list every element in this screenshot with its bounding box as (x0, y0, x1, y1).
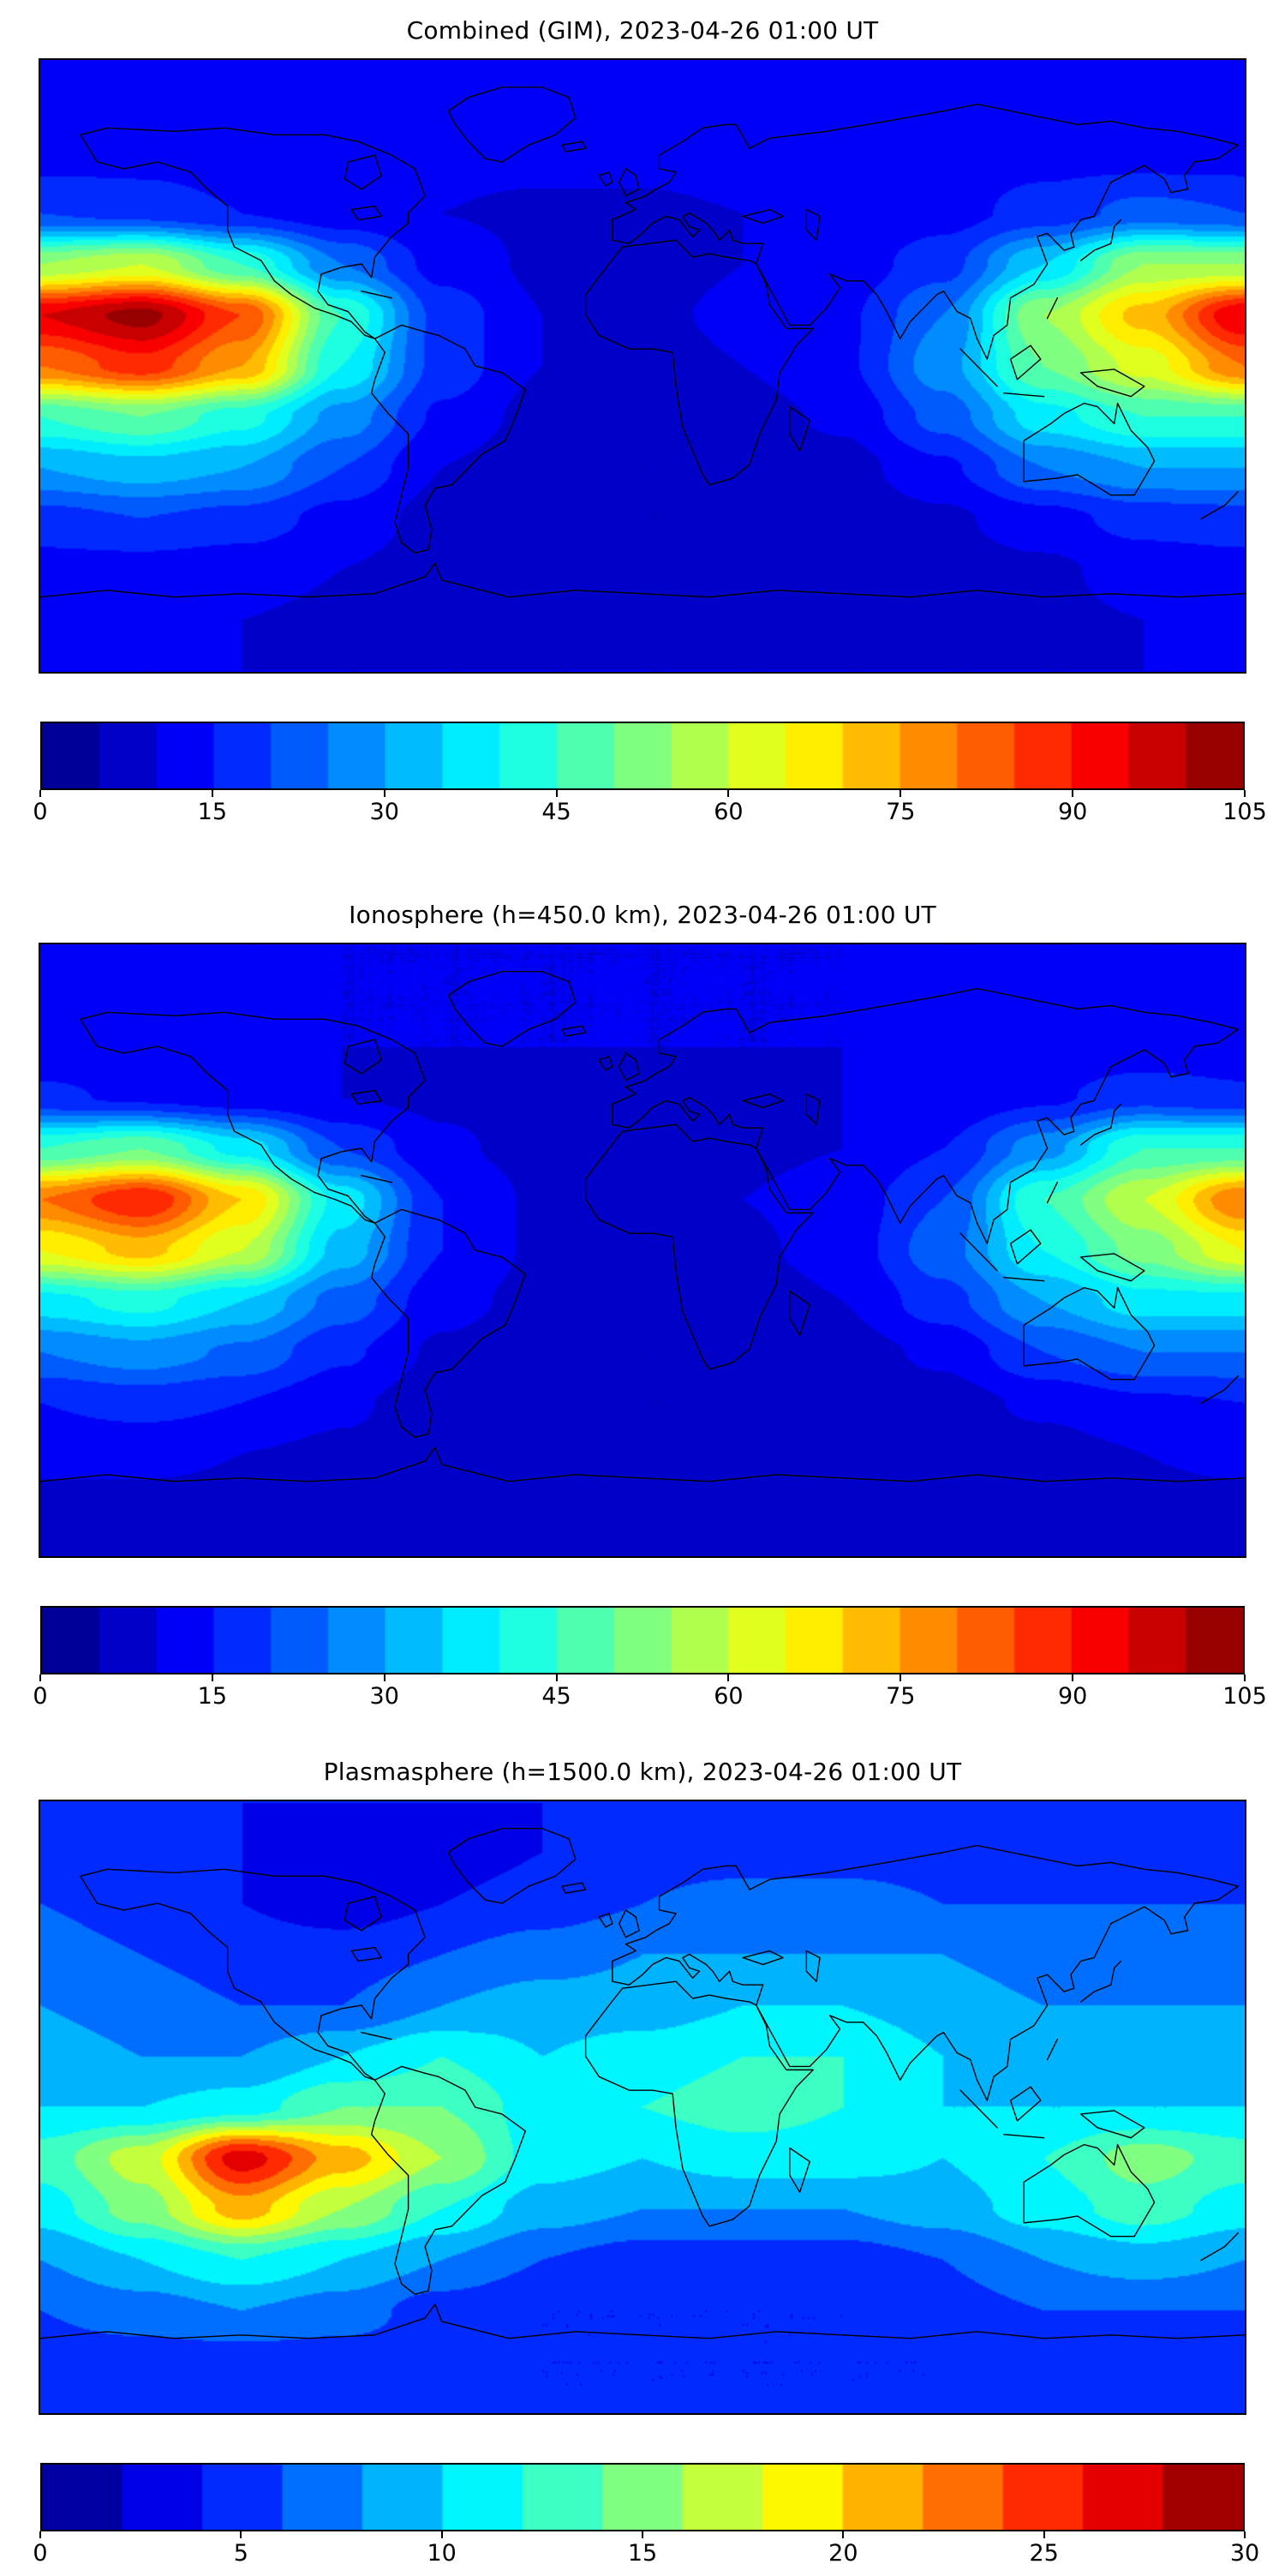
colorbar-plasmasphere (40, 2463, 1245, 2531)
colorbar-tickmark (1043, 2531, 1045, 2538)
colorbar-tickmark (1072, 790, 1074, 797)
colorbar-tickmark (727, 790, 730, 797)
colorbar-wrap-plasmasphere: 0 5 10 15 20 25 30 (33, 2463, 1259, 2576)
colorbar-ticks-combined: 0 15 30 45 60 75 90 105 (33, 790, 1267, 835)
colorbar-tick-label: 10 (427, 2540, 457, 2567)
colorbar-tick-label: 30 (369, 1683, 399, 1710)
panel-title-combined: Combined (GIM), 2023-04-26 01:00 UT (406, 16, 879, 45)
tec-heatmap-canvas-ionosphere (40, 944, 1245, 1556)
panel-title-ionosphere: Ionosphere (h=450.0 km), 2023-04-26 01:0… (349, 901, 936, 929)
colorbar-tick-label: 0 (33, 799, 48, 825)
colorbar-tickmark (555, 1674, 558, 1681)
colorbar-tickmark (900, 1674, 902, 1681)
colorbar-tickmark (211, 790, 213, 797)
colorbar-ticks-plasmasphere: 0 5 10 15 20 25 30 (33, 2531, 1259, 2576)
colorbar-tickmark (1244, 790, 1246, 797)
colorbar-tickmark (39, 790, 41, 797)
colorbar-tickmark (240, 2531, 242, 2538)
panel-combined-gim: Combined (GIM), 2023-04-26 01:00 UT 0 15 3… (0, 0, 1285, 857)
colorbar-tickmark (39, 2531, 41, 2538)
colorbar-tickmark (727, 1674, 730, 1681)
colorbar-tick-label: 75 (886, 799, 916, 825)
colorbar-tick-label: 60 (714, 799, 744, 825)
colorbar-tick-label: 15 (627, 2540, 658, 2567)
colorbar-tickmark (383, 1674, 386, 1681)
colorbar-tick-label: 25 (1029, 2540, 1059, 2567)
colorbar-combined (40, 722, 1245, 790)
colorbar-tickmark (900, 790, 902, 797)
colorbar-tick-label: 90 (1057, 799, 1088, 825)
colorbar-wrap-combined: 0 15 30 45 60 75 90 105 (33, 722, 1267, 835)
colorbar-tickmark (842, 2531, 845, 2538)
panel-title-plasmasphere: Plasmasphere (h=1500.0 km), 2023-04-26 0… (323, 1758, 962, 1786)
colorbar-tickmark (642, 2531, 643, 2538)
colorbar-tick-label: 30 (369, 799, 399, 825)
colorbar-tickmark (555, 790, 558, 797)
colorbar-tickmark (1244, 1674, 1246, 1681)
colorbar-tick-label: 45 (541, 799, 571, 825)
colorbar-tick-label: 15 (197, 1683, 228, 1710)
colorbar-tickmark (39, 1674, 41, 1681)
tec-heatmap-canvas-combined (40, 60, 1245, 672)
colorbar-tick-label: 15 (197, 799, 228, 825)
colorbar-tick-label: 0 (33, 2540, 48, 2567)
colorbar-tickmark (383, 790, 386, 797)
map-ionosphere (39, 943, 1246, 1558)
map-plasmasphere (39, 1800, 1246, 2415)
colorbar-ionosphere (40, 1606, 1245, 1674)
colorbar-tick-label: 30 (1229, 2540, 1260, 2567)
colorbar-tick-label: 45 (541, 1683, 571, 1710)
colorbar-tickmark (440, 2531, 443, 2538)
colorbar-tick-label: 105 (1222, 799, 1267, 825)
colorbar-tick-label: 105 (1222, 1683, 1267, 1710)
colorbar-wrap-ionosphere: 0 15 30 45 60 75 90 105 (33, 1606, 1267, 1719)
coastlines-overlay (40, 1801, 1245, 2413)
map-combined (39, 58, 1246, 674)
coastlines-overlay (40, 944, 1245, 1556)
colorbar-tick-label: 60 (714, 1683, 744, 1710)
panel-ionosphere: Ionosphere (h=450.0 km), 2023-04-26 01:0… (0, 857, 1285, 1714)
tec-heatmap-canvas-plasmasphere (40, 1801, 1245, 2413)
colorbar-ticks-ionosphere: 0 15 30 45 60 75 90 105 (33, 1674, 1267, 1719)
colorbar-tickmark (211, 1674, 213, 1681)
panel-plasmasphere: Plasmasphere (h=1500.0 km), 2023-04-26 0… (0, 1714, 1285, 2571)
colorbar-tick-label: 75 (886, 1683, 916, 1710)
colorbar-tick-label: 90 (1057, 1683, 1088, 1710)
colorbar-tick-label: 20 (828, 2540, 858, 2567)
coastlines-overlay (40, 60, 1245, 672)
colorbar-tickmark (1072, 1674, 1074, 1681)
colorbar-tick-label: 5 (233, 2540, 248, 2567)
colorbar-tick-label: 0 (33, 1683, 48, 1710)
colorbar-tickmark (1244, 2531, 1246, 2538)
